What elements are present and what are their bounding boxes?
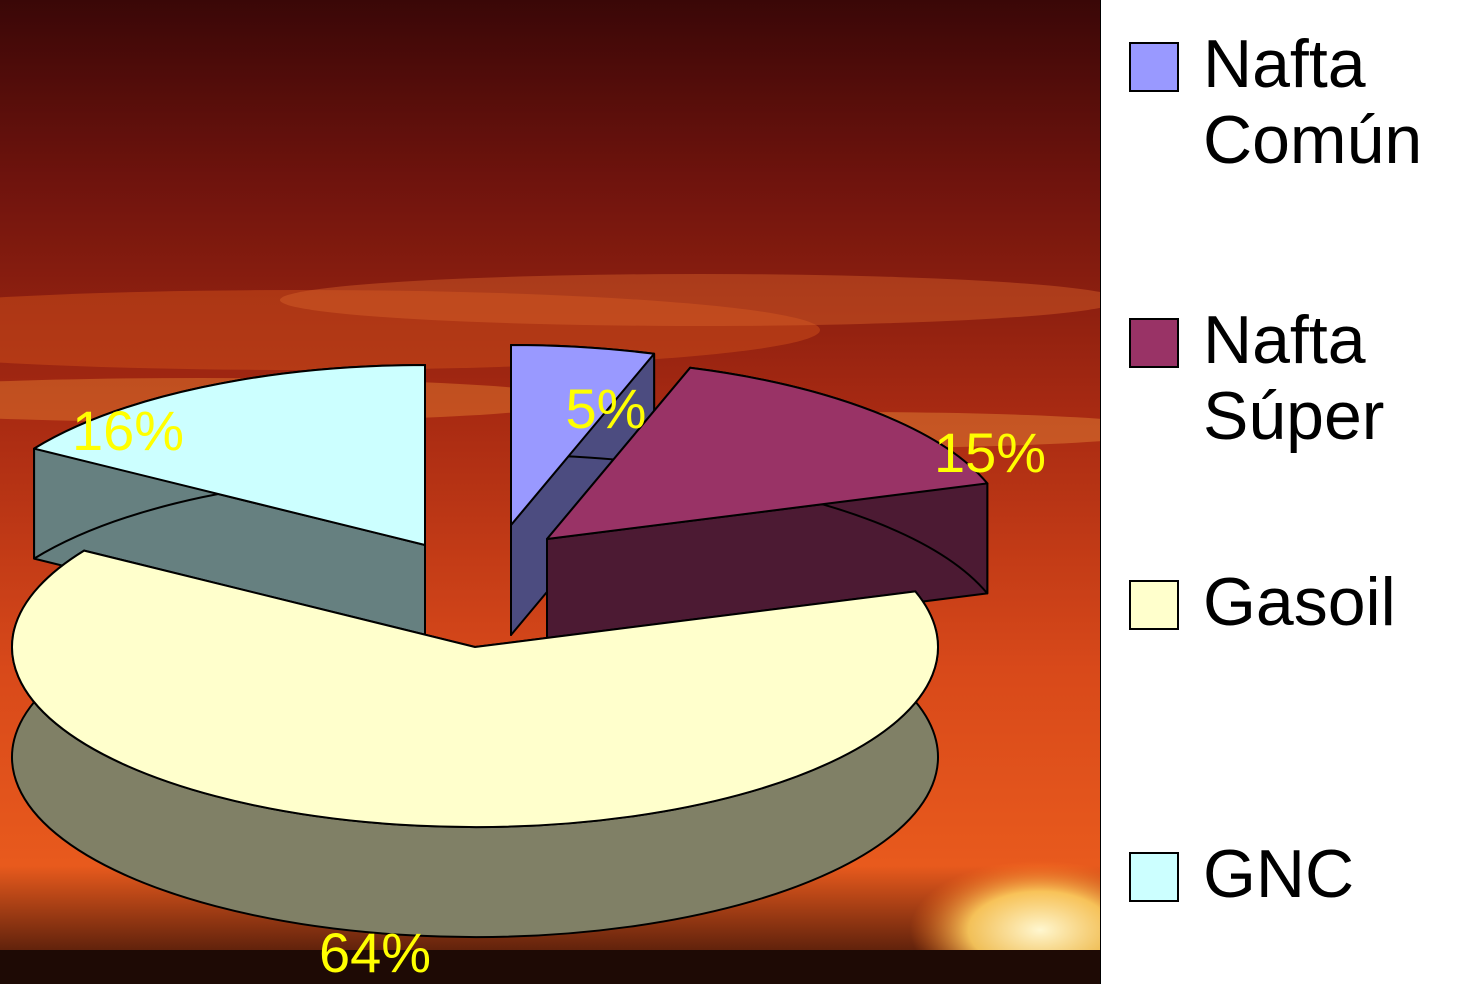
- legend-swatch-gnc: [1129, 852, 1179, 902]
- legend-swatch-nafta-super: [1129, 318, 1179, 368]
- data-labels: 5% 15% 64% 16%: [72, 377, 1046, 984]
- legend-label: Gasoil: [1203, 564, 1396, 640]
- legend-swatch-nafta-comun: [1129, 42, 1179, 92]
- data-label: 15%: [934, 421, 1046, 484]
- pie-slice-1: [546, 366, 989, 650]
- data-label: 5%: [566, 377, 647, 440]
- pie-slice-3: [33, 364, 426, 656]
- legend-label: GNC: [1203, 836, 1355, 912]
- legend-label: Nafta Súper: [1203, 302, 1385, 454]
- pie-slice-2: [11, 549, 939, 939]
- legend-item-gnc: GNC: [1129, 836, 1463, 912]
- legend-swatch-gasoil: [1129, 580, 1179, 630]
- legend-item-gasoil: Gasoil: [1129, 564, 1463, 640]
- data-label: 64%: [319, 921, 431, 984]
- legend-item-nafta-super: Nafta Súper: [1129, 302, 1463, 454]
- legend: Nafta Común Nafta Súper Gasoil GNC: [1100, 0, 1473, 984]
- legend-item-nafta-comun: Nafta Común: [1129, 26, 1463, 178]
- legend-label: Nafta Común: [1203, 26, 1423, 178]
- pie-chart: [11, 343, 989, 939]
- data-label: 16%: [72, 399, 184, 462]
